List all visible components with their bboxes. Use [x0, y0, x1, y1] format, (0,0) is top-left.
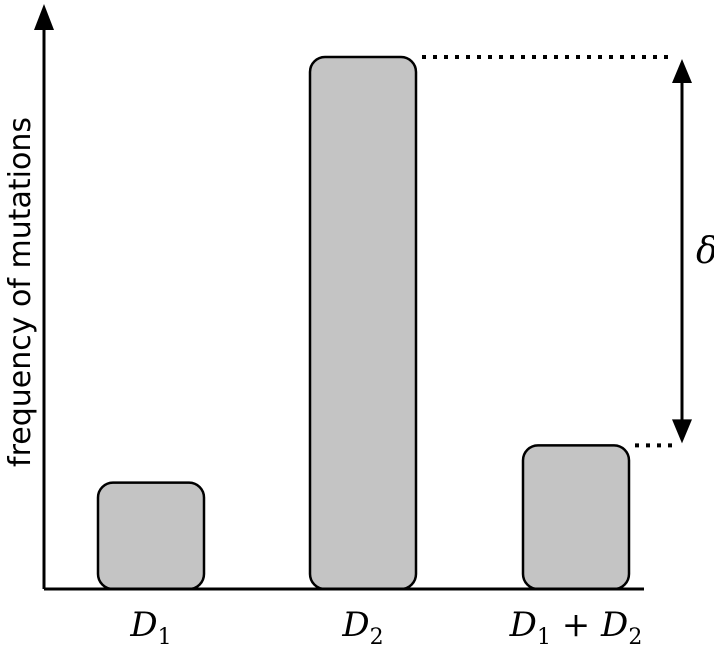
bar-3	[521, 444, 631, 591]
x-tick-label-3: D1 + D2	[509, 605, 643, 648]
bars-group	[96, 55, 631, 591]
x-tick-label-2: D2	[341, 605, 383, 648]
y-axis-label: frequency of mutations	[3, 117, 38, 467]
arrowhead-up	[672, 59, 692, 83]
y-axis-arrowhead	[34, 4, 54, 30]
delta-annotation: δ	[422, 55, 714, 448]
x-tick-labels: D1 D2 D1 + D2	[129, 605, 642, 648]
arrowhead-down	[672, 419, 692, 444]
x-tick-label-1: D1	[129, 605, 171, 648]
bar-1	[96, 481, 206, 591]
delta-label: δ	[696, 231, 714, 272]
bar-2	[308, 55, 418, 591]
